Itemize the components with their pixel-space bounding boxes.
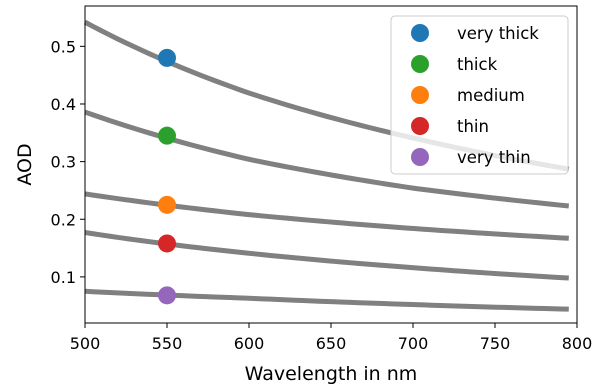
legend-marker-thin xyxy=(411,117,429,135)
y-axis-label: AOD xyxy=(14,143,36,185)
y-tick-label: 0.2 xyxy=(51,210,76,229)
y-tick-label: 0.1 xyxy=(51,268,76,287)
legend-marker-very-thick xyxy=(411,24,429,42)
marker-very-thick xyxy=(158,48,176,67)
legend-label-thick: thick xyxy=(457,55,498,74)
x-tick-label: 500 xyxy=(70,334,101,353)
x-tick-label: 550 xyxy=(152,334,183,353)
curve-thin xyxy=(84,230,569,281)
y-tick-label: 0.5 xyxy=(51,37,76,56)
x-axis-label: Wavelength in nm xyxy=(245,363,418,385)
legend-marker-very-thin xyxy=(411,148,429,166)
curve-very-thin xyxy=(84,288,569,312)
markers-layer xyxy=(158,48,176,305)
y-tick-label: 0.4 xyxy=(51,95,76,114)
x-tick-label: 650 xyxy=(316,334,347,353)
legend: very thick thick medium thin very thin xyxy=(390,15,569,175)
legend-marker-thick xyxy=(411,55,429,73)
x-tick-label: 800 xyxy=(562,334,593,353)
legend-marker-medium xyxy=(411,86,429,104)
legend-label-very-thick: very thick xyxy=(457,24,539,43)
x-tick-label: 600 xyxy=(234,334,265,353)
axes-layer: 500 550 600 650 700 750 800 0.1 0.2 0.3 0.4 0.5 xyxy=(51,5,593,353)
legend-label-medium: medium xyxy=(457,86,525,105)
marker-thin xyxy=(158,234,176,253)
y-tick-label: 0.3 xyxy=(51,153,76,172)
x-tick-label: 750 xyxy=(480,334,511,353)
marker-medium xyxy=(158,195,176,214)
marker-thick xyxy=(158,126,176,145)
x-tick-label: 700 xyxy=(398,334,429,353)
legend-label-thin: thin xyxy=(457,117,489,136)
legend-box xyxy=(390,15,569,175)
legend-label-very-thin: very thin xyxy=(457,148,531,167)
marker-very-thin xyxy=(158,286,176,305)
